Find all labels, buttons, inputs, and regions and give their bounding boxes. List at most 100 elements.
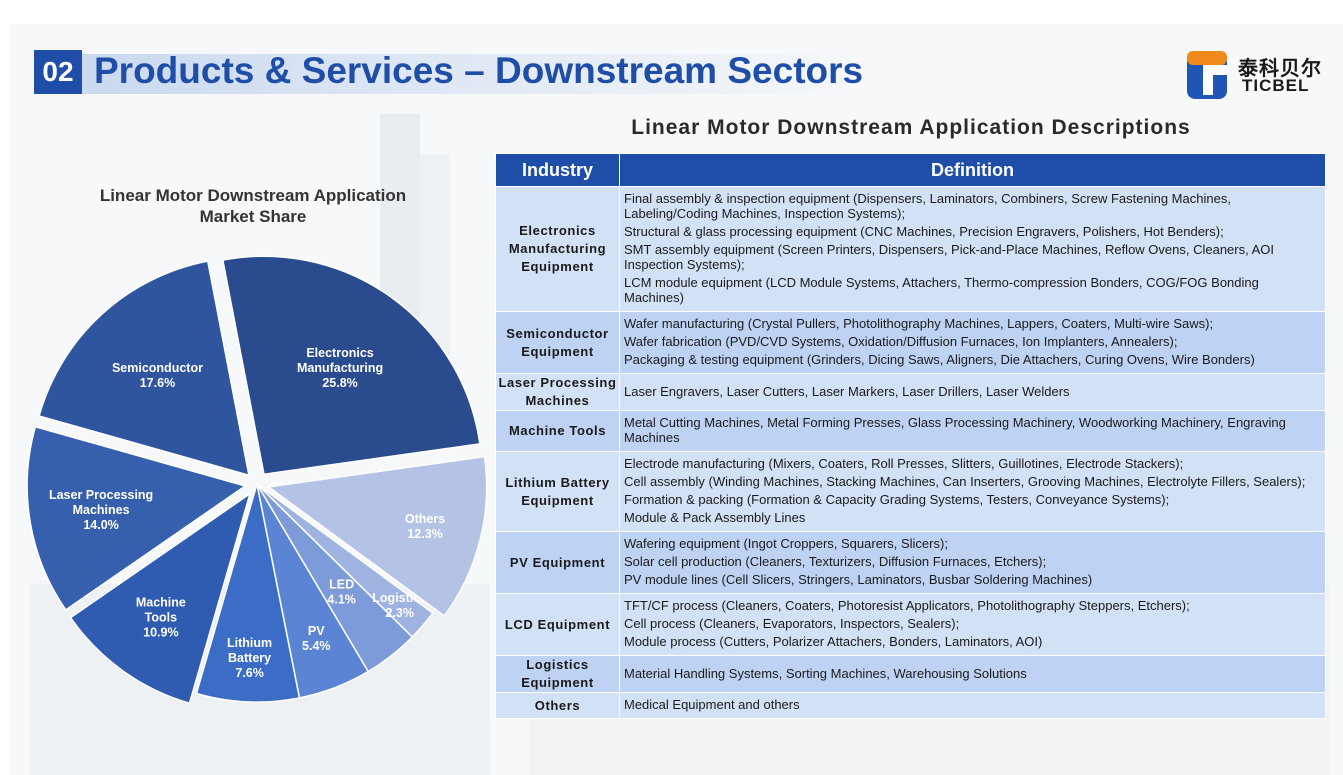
definition-text: Wafering equipment (Ingot Croppers, Squa…: [624, 536, 948, 551]
pie-label-line: Laser Processing: [49, 488, 153, 502]
industry-label: Machines: [525, 393, 590, 408]
pie-slice: [26, 425, 247, 611]
slide: 02 Products & Services – Downstream Sect…: [10, 24, 1343, 775]
industry-cell: Others: [495, 692, 620, 719]
industry-cell: LCD Equipment: [495, 593, 620, 656]
definition-cell: TFT/CF process (Cleaners, Coaters, Photo…: [619, 593, 1326, 656]
definition-text: Module & Pack Assembly Lines: [624, 510, 806, 525]
chart-title-line-2: Market Share: [199, 207, 307, 226]
pie-label-line: Logistics: [372, 591, 427, 605]
pie-label-line: Semiconductor: [112, 361, 203, 375]
header-industry: Industry: [495, 153, 620, 187]
industry-cell: Electronics Manufacturing Equipment: [495, 186, 620, 312]
table-title: Linear Motor Downstream Application Desc…: [631, 116, 1191, 139]
table-row: PV Equipment Wafering equipment (Ingot Cr…: [495, 531, 1326, 594]
industry-label: Semiconductor: [506, 325, 609, 341]
title-band: [82, 54, 862, 94]
industry-label: Others: [534, 697, 581, 713]
definition-cell: Material Handling Systems, Sorting Machi…: [619, 655, 1326, 693]
pie-slice-label: Machine Tools 10.9%: [136, 596, 186, 640]
industry-cell: Logistics Equipment: [495, 655, 620, 693]
pie-label-line: 7.6%: [235, 666, 264, 680]
industry-cell: Semiconductor Equipment: [495, 311, 620, 374]
definition-text: Electrode manufacturing (Mixers, Coaters…: [624, 456, 1184, 471]
definition-text: TFT/CF process (Cleaners, Coaters, Photo…: [624, 598, 1190, 613]
industry-label: Machine Tools: [508, 423, 607, 438]
definition-text: Material Handling Systems, Sorting Machi…: [624, 665, 1027, 681]
definition-cell: Laser Engravers, Laser Cutters, Laser Ma…: [619, 373, 1326, 411]
definition-text: Wafer fabrication (PVD/CVD Systems, Oxid…: [624, 334, 1178, 349]
pie-slice: [195, 483, 301, 703]
pie-slice: [69, 491, 252, 705]
industry-label: Equipment: [521, 343, 594, 359]
table-row: Laser Processing Machines Laser Engravers,…: [495, 373, 1326, 411]
definition-text: Laser Engravers, Laser Cutters, Laser Ma…: [624, 383, 1070, 399]
industry-label: Equipment: [521, 259, 594, 274]
header-definition: Definition: [619, 153, 1326, 187]
definition-text: Final assembly & inspection equipment (D…: [624, 191, 1231, 221]
pie-label-line: Lithium: [227, 636, 272, 650]
pie-label-line: Machines: [73, 503, 130, 517]
chart-title: Linear Motor Downstream Application Mark…: [70, 185, 436, 227]
industry-label: Lithium Battery: [505, 474, 610, 490]
pie-label-line: 5.4%: [302, 639, 331, 653]
pie-label-line: Tools: [145, 611, 177, 625]
table-row: Logistics Equipment Material Handling Syst…: [495, 655, 1326, 693]
definition-text: Cell process (Cleaners, Evaporators, Ins…: [624, 616, 960, 631]
definition-cell: Medical Equipment and others: [619, 692, 1326, 719]
pie-slice-label: Semiconductor 17.6%: [112, 361, 203, 390]
definition-text: Cell assembly (Winding Machines, Stackin…: [624, 474, 1306, 489]
industry-label: Laser Processing: [498, 375, 617, 390]
pie-slice: [256, 483, 434, 639]
pie-slice-label: LED 4.1%: [327, 578, 356, 607]
definition-cell: Electrode manufacturing (Mixers, Coaters…: [619, 451, 1326, 532]
pie-slice: [266, 455, 488, 617]
industry-label: LCD Equipment: [504, 616, 611, 632]
definition-text: Wafer manufacturing (Crystal Pullers, Ph…: [624, 316, 1214, 331]
definition-text: LCM module equipment (LCD Module Systems…: [624, 275, 1259, 305]
definition-text: Solar cell production (Cleaners, Texturi…: [624, 554, 1047, 569]
table-row: Electronics Manufacturing Equipment Final a…: [495, 186, 1326, 312]
pie-slice-label: Others 12.3%: [405, 512, 445, 541]
industry-cell: Machine Tools: [495, 410, 620, 452]
table-row: Lithium Battery Equipment Electrode manufa…: [495, 451, 1326, 532]
industry-label: Logistics: [526, 657, 589, 672]
definition-text: Metal Cutting Machines, Metal Forming Pr…: [624, 415, 1286, 445]
pie-label-line: 4.1%: [327, 593, 356, 607]
industry-cell: Lithium Battery Equipment: [495, 451, 620, 532]
industry-label: Equipment: [521, 675, 594, 690]
pie-label-line: Others: [405, 512, 445, 526]
table-row: Machine Tools Metal Cutting Machines, Met…: [495, 410, 1326, 452]
section-number-badge: 02: [34, 50, 82, 94]
pie-slice-label: Logistics 2.3%: [372, 591, 427, 620]
definition-text: Medical Equipment and others: [624, 697, 800, 712]
table-body: Electronics Manufacturing Equipment Final a…: [495, 186, 1326, 719]
pie-slice: [221, 255, 481, 476]
logo-chinese-text: 泰科贝尔: [1238, 58, 1322, 80]
definition-text: Formation & packing (Formation & Capacit…: [624, 492, 1170, 507]
table-header-row: Industry Definition: [495, 153, 1326, 187]
definition-text: SMT assembly equipment (Screen Printers,…: [624, 242, 1275, 272]
logo-english-text: TICBEL: [1242, 76, 1310, 95]
pie-label-line: Battery: [228, 651, 271, 665]
industry-cell: Laser Processing Machines: [495, 373, 620, 411]
pie-label-line: 25.8%: [322, 376, 357, 390]
pie-label-line: LED: [329, 578, 354, 592]
page-title: Products & Services – Downstream Sectors: [94, 50, 864, 91]
pie-slice-label: Electronics Manufacturing 25.8%: [297, 346, 383, 390]
pie-slice-label: PV 5.4%: [302, 624, 331, 653]
pie-label-line: 12.3%: [407, 527, 442, 541]
table-row: LCD Equipment TFT/CF process (Cleaners, C…: [495, 593, 1326, 656]
chart-title-line-1: Linear Motor Downstream Application: [99, 186, 407, 205]
pie-slice: [38, 260, 250, 477]
pie-label-line: 17.6%: [140, 376, 175, 390]
pie-label-line: Machine: [136, 596, 186, 610]
pie-label-line: 14.0%: [83, 518, 118, 532]
pie-label-line: 2.3%: [385, 606, 414, 620]
definition-cell: Wafer manufacturing (Crystal Pullers, Ph…: [619, 311, 1326, 374]
industry-label: PV Equipment: [509, 554, 606, 570]
pie-slice-label: Laser Processing Machines 14.0%: [49, 488, 153, 532]
industry-cell: PV Equipment: [495, 531, 620, 594]
definition-text: Module process (Cutters, Polarizer Attac…: [624, 634, 1043, 649]
table-row: Semiconductor Equipment Wafer manufacturin…: [495, 311, 1326, 374]
